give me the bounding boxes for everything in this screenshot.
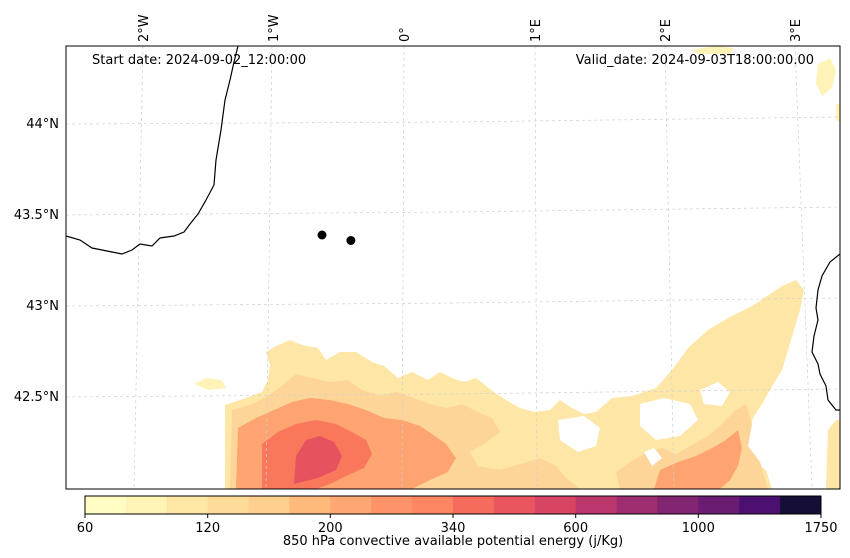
location-marker-1 xyxy=(317,230,327,240)
colorbar-swatch xyxy=(453,496,495,514)
colorbar-swatch xyxy=(739,496,781,514)
colorbar-tick-label: 1000 xyxy=(682,521,715,536)
colorbar-swatch xyxy=(125,496,168,514)
cape-gap-3 xyxy=(700,382,730,406)
lat-label-43n: 43°N xyxy=(26,299,59,314)
colorbar-swatch xyxy=(289,496,331,514)
colorbar-swatch xyxy=(698,496,740,514)
cape-shading-edge xyxy=(826,420,840,489)
lon-label-1w: 1°W xyxy=(267,14,282,42)
colorbar-tick-label: 200 xyxy=(318,521,343,536)
colorbar-tick-label: 340 xyxy=(441,521,466,536)
lat-label-43-5n: 43.5°N xyxy=(14,208,59,223)
colorbar-swatch xyxy=(493,496,536,514)
lon-label-3e: 3°E xyxy=(789,19,804,42)
lat-label-42-5n: 42.5°N xyxy=(14,390,59,405)
colorbar-swatch xyxy=(780,496,822,514)
cape-speck-3 xyxy=(836,104,840,122)
colorbar-tick-label: 600 xyxy=(563,521,588,536)
colorbar-swatch xyxy=(166,496,209,514)
cape-gap-2 xyxy=(640,398,698,440)
map-frame xyxy=(65,45,841,490)
cape-shading-340-east xyxy=(654,430,742,489)
colorbar-swatch xyxy=(534,496,577,514)
colorbar-swatch xyxy=(248,496,290,514)
colorbar xyxy=(85,496,822,514)
colorbar-tick-label: 1750 xyxy=(804,521,837,536)
colorbar-swatch xyxy=(412,496,454,514)
lon-label-1e: 1°E xyxy=(529,19,544,42)
colorbar-swatch xyxy=(616,496,658,514)
cape-gap-1 xyxy=(558,416,600,452)
coastline-east xyxy=(811,253,840,411)
cape-gap-4 xyxy=(644,448,662,466)
valid-date-label: Valid_date: 2024-09-03T18:00:00.00 xyxy=(576,53,814,68)
colorbar-swatch xyxy=(330,496,372,514)
colorbar-swatch xyxy=(85,496,127,514)
colorbar-ticks: 60 120 200 340 600 1000 1750 xyxy=(77,514,838,536)
cape-speck-2 xyxy=(816,58,836,96)
cape-shading-blob xyxy=(194,378,226,390)
map-panel xyxy=(66,46,840,489)
colorbar-tick-label: 120 xyxy=(195,521,220,536)
colorbar-swatch xyxy=(371,496,413,514)
colorbar-label: 850 hPa convective available potential e… xyxy=(283,534,623,549)
cape-speck-1 xyxy=(690,46,734,54)
lat-label-44n: 44°N xyxy=(26,117,59,132)
location-marker-2 xyxy=(346,236,356,245)
colorbar-tick-label: 60 xyxy=(77,521,94,536)
coastline-west xyxy=(66,46,239,255)
colorbar-swatch xyxy=(207,496,250,514)
colorbar-swatch xyxy=(657,496,699,514)
colorbar-swatch xyxy=(575,496,618,514)
graticule xyxy=(66,46,840,489)
cape-shading-1000 xyxy=(294,436,342,484)
lon-label-2w: 2°W xyxy=(137,14,152,42)
start-date-label: Start date: 2024-09-02_12:00:00 xyxy=(92,53,306,68)
lon-label-0: 0° xyxy=(398,27,413,42)
lon-label-2e: 2°E xyxy=(659,19,674,42)
